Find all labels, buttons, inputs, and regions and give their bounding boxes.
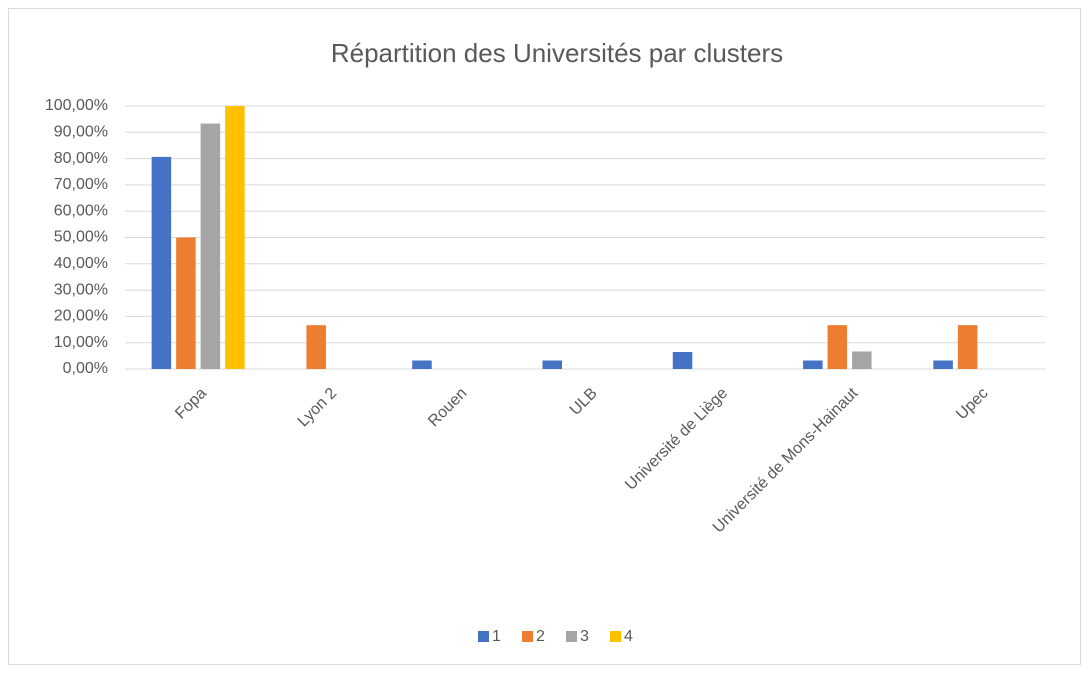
- bar: [412, 360, 432, 369]
- bar: [225, 106, 245, 369]
- legend-swatch: [478, 631, 489, 642]
- legend-label: 3: [580, 628, 589, 645]
- legend-swatch: [610, 631, 621, 642]
- bar: [852, 351, 872, 369]
- legend-label: 1: [492, 628, 501, 645]
- bar: [542, 360, 562, 369]
- bar: [176, 237, 196, 369]
- y-tick-label: 20,00%: [54, 308, 108, 325]
- y-tick-label: 10,00%: [54, 334, 108, 351]
- y-tick-label: 60,00%: [54, 202, 108, 219]
- y-tick-label: 40,00%: [54, 255, 108, 272]
- legend-swatch: [566, 631, 577, 642]
- legend-label: 4: [624, 628, 633, 645]
- y-tick-label: 80,00%: [54, 150, 108, 167]
- y-tick-label: 50,00%: [54, 229, 108, 246]
- y-tick-label: 90,00%: [54, 124, 108, 141]
- bar: [672, 352, 693, 369]
- chart-title: Répartition des Universités par clusters: [331, 38, 783, 68]
- legend-label: 2: [536, 628, 545, 645]
- bar: [933, 360, 953, 369]
- bar: [957, 325, 978, 369]
- y-tick-label: 70,00%: [54, 176, 108, 193]
- y-tick-label: 30,00%: [54, 281, 108, 298]
- bar: [803, 360, 823, 369]
- y-tick-label: 100,00%: [45, 97, 108, 114]
- bar: [151, 156, 172, 369]
- bar: [306, 325, 326, 369]
- legend-swatch: [522, 631, 533, 642]
- bar: [827, 325, 848, 369]
- bar: [200, 123, 221, 369]
- y-tick-label: 0,00%: [63, 360, 108, 377]
